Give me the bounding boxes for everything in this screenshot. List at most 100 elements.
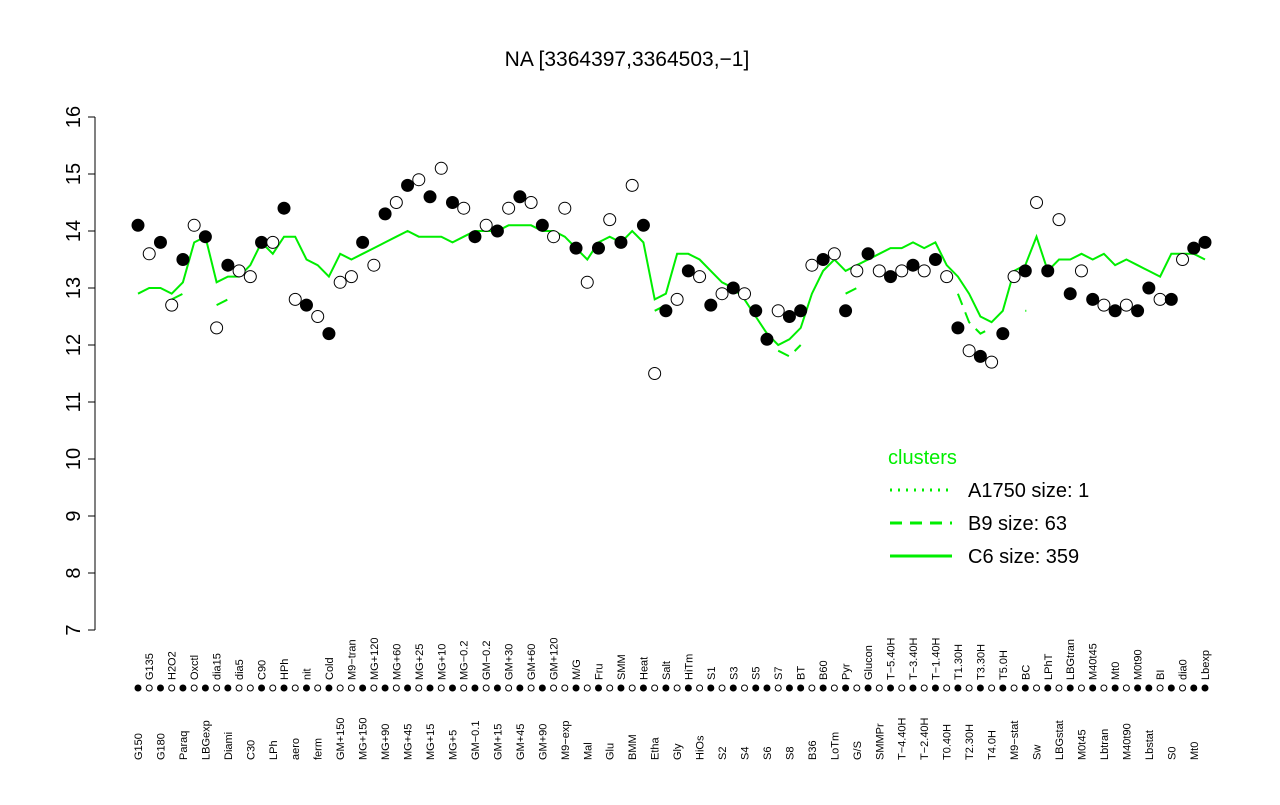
point	[951, 321, 965, 335]
point	[277, 201, 291, 215]
x-tick-label: Lbtran	[1099, 729, 1111, 760]
point	[771, 304, 785, 318]
sample-mark	[1044, 684, 1052, 692]
point	[1041, 264, 1055, 278]
y-tick-label: 9	[63, 510, 85, 521]
point	[322, 327, 336, 341]
x-tick-label: Paraq	[178, 731, 190, 760]
x-tick-label: MG+10	[436, 644, 448, 680]
point	[232, 264, 246, 278]
x-tick-label: Mal	[582, 742, 594, 760]
sample-mark	[830, 684, 838, 692]
point	[1074, 264, 1088, 278]
sample-mark	[1111, 684, 1119, 692]
x-tick-label: T−5.40H	[886, 637, 898, 680]
x-tick-label: M9−tran	[346, 639, 358, 680]
sample-mark	[190, 684, 198, 692]
point	[1119, 298, 1133, 312]
x-tick-label: HPh	[279, 659, 291, 680]
x-tick-label: T3.30H	[975, 644, 987, 680]
x-tick-label: dia5	[234, 659, 246, 680]
point	[861, 247, 875, 261]
x-tick-label: GM−0.2	[481, 641, 493, 680]
sample-mark	[696, 684, 704, 692]
x-tick-label: M40t45	[1088, 643, 1100, 680]
x-tick-label: MG+15	[425, 724, 437, 760]
point	[513, 190, 527, 204]
point	[401, 178, 415, 192]
x-tick-label: T0.40H	[942, 724, 954, 760]
x-tick-label: B60	[818, 660, 830, 680]
point	[670, 292, 684, 306]
x-tick-label: GM+150	[335, 718, 347, 761]
y-tick-label: 7	[63, 624, 85, 635]
x-tick-label: S8	[784, 747, 796, 760]
point	[535, 218, 549, 232]
point	[749, 304, 763, 318]
sample-mark	[561, 684, 569, 692]
point	[827, 247, 841, 261]
x-tick-label: LBGtran	[1065, 639, 1077, 680]
sample-mark	[920, 684, 928, 692]
x-tick-label: S6	[762, 747, 774, 760]
x-tick-label: S1	[706, 667, 718, 680]
cluster-line	[137, 224, 1206, 347]
sample-mark	[145, 684, 153, 692]
point	[1164, 292, 1178, 306]
sample-mark	[943, 684, 951, 692]
sample-mark	[179, 684, 187, 692]
sample-mark	[594, 684, 602, 692]
point	[221, 258, 235, 272]
sample-mark	[392, 684, 400, 692]
point	[659, 304, 673, 318]
point	[625, 178, 639, 192]
point	[715, 287, 729, 301]
sample-mark	[134, 684, 142, 692]
x-tick-label: C90	[257, 660, 269, 680]
x-tick-label: HiOs	[695, 735, 707, 760]
x-tick-label: BI	[1155, 670, 1167, 680]
x-tick-label: T−4.40H	[897, 717, 909, 760]
sample-mark	[1033, 684, 1041, 692]
point	[142, 247, 156, 261]
x-tick-label: LBGexp	[200, 720, 212, 760]
point	[1097, 298, 1111, 312]
sample-mark	[527, 684, 535, 692]
y-tick-label: 13	[63, 277, 85, 299]
point	[962, 344, 976, 358]
x-tick-label: M0t45	[1076, 729, 1088, 760]
chart-title: NA [3364397,3364503,−1]	[505, 48, 750, 71]
sample-mark	[493, 684, 501, 692]
point	[412, 173, 426, 187]
x-tick-label: MG+5	[447, 730, 459, 760]
sample-mark	[404, 684, 412, 692]
sample-mark	[201, 684, 209, 692]
sample-mark	[729, 684, 737, 692]
sample-mark	[774, 684, 782, 692]
point	[1198, 235, 1212, 249]
point	[760, 332, 774, 346]
point	[131, 218, 145, 232]
x-tick-label: GM−0.1	[470, 721, 482, 760]
x-tick-label: GM+90	[537, 724, 549, 760]
point	[985, 355, 999, 369]
sample-mark	[763, 684, 771, 692]
point	[973, 349, 987, 363]
point	[367, 258, 381, 272]
x-tick-label: Salt	[661, 661, 673, 680]
sample-mark	[1167, 684, 1175, 692]
x-tick-label: LBGstat	[1054, 720, 1066, 760]
sample-mark	[864, 684, 872, 692]
point	[479, 218, 493, 232]
x-tick-label: S3	[728, 667, 740, 680]
sample-mark	[617, 684, 625, 692]
sample-mark	[1066, 684, 1074, 692]
sample-mark	[538, 684, 546, 692]
sample-mark	[988, 684, 996, 692]
x-tick-label: T1.30H	[953, 644, 965, 680]
cluster-line	[845, 287, 858, 295]
point	[996, 327, 1010, 341]
x-tick-label: T−3.40H	[908, 637, 920, 680]
point	[580, 275, 594, 289]
x-tick-label: M0t90	[1133, 649, 1145, 680]
